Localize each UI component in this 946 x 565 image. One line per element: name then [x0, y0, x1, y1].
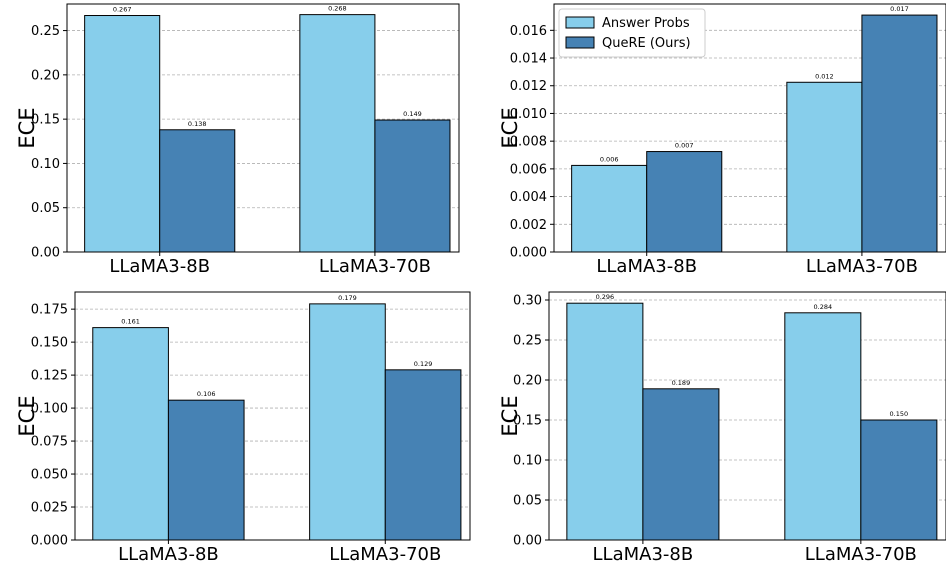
bar-answer-probs-llama3-8b [566, 302, 644, 541]
data-label: 0.149 [403, 110, 422, 118]
bar-answer-probs-llama3-70b [784, 312, 862, 541]
bar-answer-probs-llama3-8b [92, 327, 169, 541]
chart-panel-4: 0.00 0.05 0.10 0.15 0.20 0.25 0.30 0.296 0.189 LL… [498, 291, 946, 565]
data-label: 0.017 [890, 5, 909, 13]
y-tick-label: 0.006 [510, 162, 547, 177]
data-label: 0.138 [188, 120, 207, 128]
bar-quere-llama3-70b [860, 419, 938, 541]
y-tick-label: 0.002 [510, 218, 547, 233]
bar-answer-probs-llama3-70b [786, 81, 863, 253]
bar-quere-llama3-8b [167, 399, 245, 541]
y-tick-label: 0.30 [513, 294, 542, 309]
y-tick-label: 0.10 [31, 157, 60, 172]
plot-frame [66, 3, 460, 253]
data-label: 0.296 [596, 293, 615, 301]
legend-label: Answer Probs [602, 16, 690, 31]
category-label: LLaMA3-8B [596, 256, 697, 277]
bar-quere-llama3-70b [374, 119, 451, 253]
bar-quere-llama3-70b [861, 14, 938, 253]
data-label: 0.129 [414, 360, 433, 368]
data-label: 0.267 [113, 6, 132, 14]
bar-quere-llama3-8b [642, 388, 720, 541]
chart-panel-3: 0.000 0.025 0.050 0.075 0.100 0.125 0.150 0.175… [15, 291, 471, 565]
y-tick-label: 0.25 [31, 24, 60, 39]
legend-label: QueRE (Ours) [602, 36, 691, 51]
y-tick-label: 0.05 [513, 494, 542, 509]
y-tick-label: 0.012 [510, 79, 547, 94]
y-tick-label: 0.016 [510, 24, 547, 39]
bar-quere-llama3-8b [646, 151, 723, 253]
bar-answer-probs-llama3-8b [571, 164, 648, 253]
y-tick-label: 0.000 [510, 246, 547, 261]
data-label: 0.161 [121, 318, 140, 326]
bar-answer-probs-llama3-8b [84, 15, 161, 253]
data-label: 0.006 [600, 155, 619, 163]
bar-answer-probs-llama3-70b [309, 303, 386, 541]
bar-answer-probs-llama3-70b [299, 14, 376, 253]
category-label: LLaMA3-8B [593, 544, 694, 565]
data-label: 0.268 [328, 5, 347, 13]
chart-panel-1: 0.00 0.05 0.10 0.15 0.20 0.25 0.267 0.138 LLaMA3… [15, 3, 460, 277]
category-label: LLaMA3-70B [319, 256, 431, 277]
y-tick-label: 0.05 [31, 201, 60, 216]
y-axis-label: ECE [15, 107, 39, 148]
legend-swatch-answer-probs [565, 16, 595, 29]
y-tick-label: 0.25 [513, 334, 542, 349]
data-label: 0.150 [890, 410, 909, 418]
data-label: 0.179 [338, 294, 357, 302]
data-label: 0.106 [197, 390, 216, 398]
y-tick-label: 0.00 [513, 534, 542, 549]
y-tick-label: 0.10 [513, 454, 542, 469]
category-label: LLaMA3-70B [329, 544, 441, 565]
category-label: LLaMA3-70B [805, 544, 917, 565]
data-label: 0.189 [672, 379, 691, 387]
plot-frame [548, 291, 946, 541]
y-axis-label: ECE [15, 395, 39, 436]
data-label: 0.012 [815, 72, 834, 80]
y-tick-label: 0.175 [31, 303, 68, 318]
y-tick-label: 0.125 [31, 369, 68, 384]
y-tick-label: 0.000 [31, 534, 68, 549]
chart-panel-2: 0.000 0.002 0.004 0.006 0.008 0.010 0.012 0.014… [498, 3, 946, 277]
y-tick-label: 0.20 [31, 68, 60, 83]
legend-box [558, 8, 706, 58]
y-tick-label: 0.15 [513, 414, 542, 429]
y-tick-label: 0.050 [31, 468, 68, 483]
category-label: LLaMA3-8B [109, 256, 210, 277]
y-tick-label: 0.075 [31, 435, 68, 450]
y-tick-label: 0.15 [31, 113, 60, 128]
y-tick-label: 0.20 [513, 374, 542, 389]
data-label: 0.284 [814, 303, 833, 311]
y-tick-label: 0.004 [510, 190, 547, 205]
y-axis-label: ECE [498, 395, 522, 436]
y-tick-label: 0.010 [510, 107, 547, 122]
legend-swatch-quere [565, 36, 595, 49]
y-axis-label: ECE [498, 107, 522, 148]
plot-frame [74, 291, 471, 541]
y-tick-label: 0.014 [510, 52, 547, 67]
y-tick-label: 0.025 [31, 501, 68, 516]
category-label: LLaMA3-70B [806, 256, 918, 277]
bar-quere-llama3-70b [384, 369, 462, 541]
plot-frame [553, 3, 946, 253]
y-tick-label: 0.150 [31, 336, 68, 351]
y-tick-label: 0.008 [510, 135, 547, 150]
y-tick-label: 0.100 [31, 402, 68, 417]
category-label: LLaMA3-8B [118, 544, 219, 565]
bar-quere-llama3-8b [159, 129, 236, 253]
legend: Answer Probs QueRE (Ours) [558, 8, 706, 58]
data-label: 0.007 [675, 142, 694, 150]
y-tick-label: 0.00 [31, 246, 60, 261]
